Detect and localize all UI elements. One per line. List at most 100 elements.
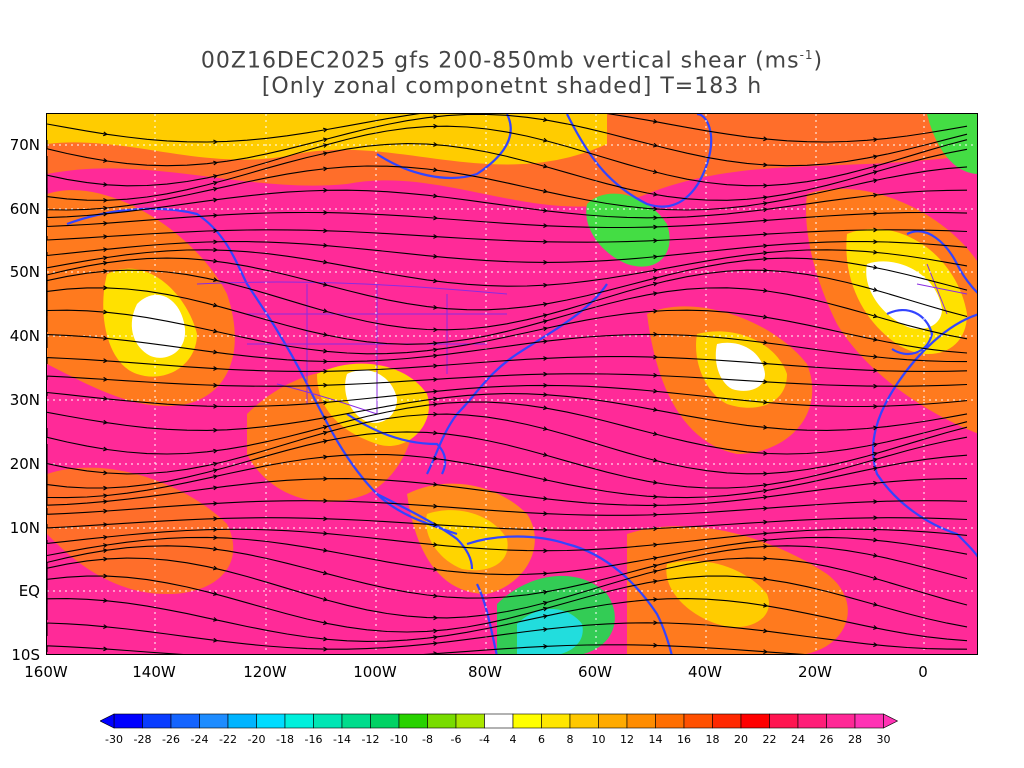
streamline-arrow xyxy=(103,131,109,137)
streamline xyxy=(47,309,968,355)
streamline xyxy=(47,478,968,506)
streamline-arrow xyxy=(213,186,219,192)
streamline-arrow xyxy=(652,142,659,148)
streamline-arrow xyxy=(543,223,549,228)
colorbar-tick-label: 20 xyxy=(734,733,748,746)
border-states-1 xyxy=(247,284,507,414)
streamline-arrow xyxy=(213,139,219,145)
streamline-arrow xyxy=(103,158,109,163)
streamline-arrow xyxy=(323,187,329,193)
streamline-arrow xyxy=(763,340,769,345)
colorbar-segment xyxy=(655,713,685,729)
streamline xyxy=(47,453,968,499)
streamline-arrow xyxy=(212,180,219,186)
colorbar-segment xyxy=(455,713,485,729)
streamline-arrow xyxy=(543,614,549,619)
streamline-arrow xyxy=(433,253,439,259)
streamline-arrow xyxy=(763,250,769,256)
colorbar-tick-label: 16 xyxy=(677,733,691,746)
lon-label: 100W xyxy=(353,663,397,681)
political-borders xyxy=(196,263,968,415)
streamline-arrow xyxy=(873,249,879,255)
streamline-arrow xyxy=(433,278,439,284)
lon-label: 120W xyxy=(243,663,287,681)
streamline-arrow xyxy=(763,531,769,536)
lon-label: 80W xyxy=(468,663,502,681)
colorbar-tick-label: 22 xyxy=(762,733,777,746)
streamline-arrow xyxy=(543,527,549,533)
streamline-arrow xyxy=(323,530,329,536)
colorbar-segment xyxy=(113,713,143,729)
streamline-arrow xyxy=(212,468,219,473)
streamline-arrow xyxy=(323,166,329,172)
streamline-arrow xyxy=(873,625,879,630)
streamline-arrow xyxy=(872,287,879,292)
streamline-arrow xyxy=(323,359,329,364)
lon-label: 160W xyxy=(24,663,68,681)
streamline-arrow xyxy=(763,649,769,654)
colorbar-segment xyxy=(740,713,770,729)
streamline-arrow xyxy=(433,193,439,199)
streamline-arrow xyxy=(213,213,219,218)
colorbar-segment xyxy=(769,713,799,729)
streamline-arrow xyxy=(213,546,219,552)
colorbar-tick-label: -16 xyxy=(304,733,323,746)
coast-gulf xyxy=(346,413,447,475)
streamline-arrow xyxy=(873,552,879,558)
streamline-arrow xyxy=(872,164,879,169)
lat-label: 20N xyxy=(9,455,40,473)
streamline-arrow xyxy=(103,255,109,261)
streamline-arrow xyxy=(322,596,329,602)
streamline xyxy=(47,356,968,372)
streamline-arrow xyxy=(323,210,329,215)
streamline-arrow xyxy=(653,254,659,260)
streamline xyxy=(47,114,968,143)
streamline xyxy=(47,413,968,475)
streamline-arrow xyxy=(652,431,659,437)
streamline-arrow xyxy=(653,238,659,244)
streamline-arrow xyxy=(873,442,879,448)
map-title-line-1: 00Z16DEC2025 gfs 200-850mb vertical shea… xyxy=(0,48,1024,73)
streamline-arrow xyxy=(763,256,769,262)
streamline-arrow xyxy=(103,485,109,491)
streamline-arrow xyxy=(542,319,549,324)
streamline-arrow xyxy=(542,600,549,606)
lon-label: 60W xyxy=(578,663,612,681)
streamline-arrow xyxy=(653,388,659,394)
coast-hudson xyxy=(376,114,512,180)
streamline-arrow xyxy=(103,556,109,562)
streamline-arrow xyxy=(213,617,219,622)
streamline-arrow xyxy=(433,215,439,221)
streamline-arrow xyxy=(763,162,769,168)
streamline-arrow xyxy=(763,537,769,543)
streamline-arrow xyxy=(322,137,329,143)
streamline xyxy=(47,644,805,654)
streamline-arrow xyxy=(433,635,439,640)
colorbar-segment xyxy=(170,713,200,729)
streamline-arrow xyxy=(653,191,659,197)
colorbar-tick-label: 18 xyxy=(705,733,720,746)
streamline-arrow xyxy=(212,565,219,571)
streamline-arrow xyxy=(873,354,879,360)
streamline-arrow xyxy=(653,407,659,412)
streamline-arrow xyxy=(542,137,549,143)
streamline-arrow xyxy=(543,496,549,501)
streamline-arrow xyxy=(103,419,109,425)
streamline-arrow xyxy=(653,494,659,500)
streamline-arrow xyxy=(433,628,439,634)
colorbar-segment xyxy=(569,713,599,729)
streamline-arrow xyxy=(543,339,549,344)
streamline-arrow xyxy=(213,637,219,643)
streamline-arrow xyxy=(763,288,769,293)
streamline-arrow xyxy=(433,522,439,527)
streamline-arrow xyxy=(873,211,879,216)
colorbar-segment xyxy=(854,713,884,729)
streamline-arrow xyxy=(763,494,769,500)
streamline xyxy=(47,536,968,576)
streamline-arrow xyxy=(433,353,439,359)
colorbar-tick-label: -12 xyxy=(361,733,380,746)
streamline-arrow xyxy=(543,405,549,411)
border-us-mexico xyxy=(276,383,378,415)
streamline-arrow xyxy=(763,314,769,320)
streamline-arrow xyxy=(652,169,659,175)
